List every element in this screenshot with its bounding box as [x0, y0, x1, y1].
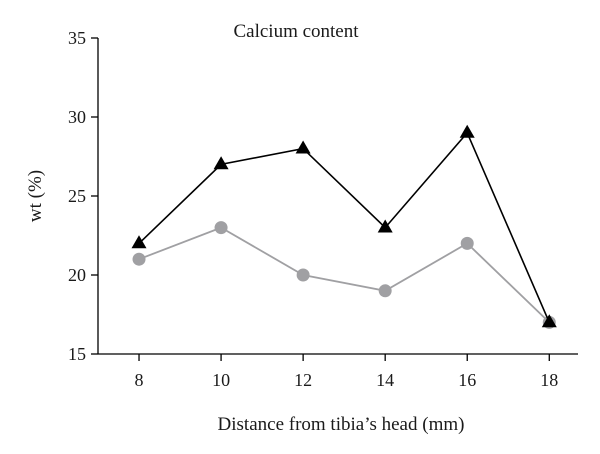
x-tick-label: 8: [135, 370, 144, 390]
y-tick-label: 15: [68, 344, 86, 364]
series-2-point: [132, 252, 146, 266]
series-1-point: [459, 124, 475, 138]
x-tick-label: 12: [294, 370, 312, 390]
y-tick-label: 35: [68, 28, 86, 48]
chart-title: Calcium content: [233, 21, 359, 42]
x-tick-label: 18: [540, 370, 558, 390]
axes: 15 20 25 30 35 8 10 12 14 16 18: [68, 28, 578, 390]
series-1-point: [213, 156, 229, 170]
series-1-point: [541, 314, 557, 328]
series-1-point: [295, 140, 311, 154]
x-tick-label: 14: [376, 370, 394, 390]
y-tick-label: 20: [68, 265, 86, 285]
x-tick-label: 10: [212, 370, 230, 390]
y-tick-label: 25: [68, 186, 86, 206]
series-2-point: [378, 284, 392, 298]
x-tick-label: 16: [458, 370, 476, 390]
series-2-line: [138, 226, 550, 324]
y-axis-label: wt (%): [25, 170, 46, 222]
series-1-point: [377, 219, 393, 233]
series-2-point: [460, 236, 474, 250]
series-2-point: [296, 268, 310, 282]
series-1-line: [138, 131, 551, 323]
y-tick-label: 30: [68, 107, 86, 127]
x-axis-label: Distance from tibia’s head (mm): [218, 414, 465, 435]
series-2-point: [214, 221, 228, 235]
series-1-point: [131, 235, 147, 249]
series-layer: [131, 124, 557, 329]
